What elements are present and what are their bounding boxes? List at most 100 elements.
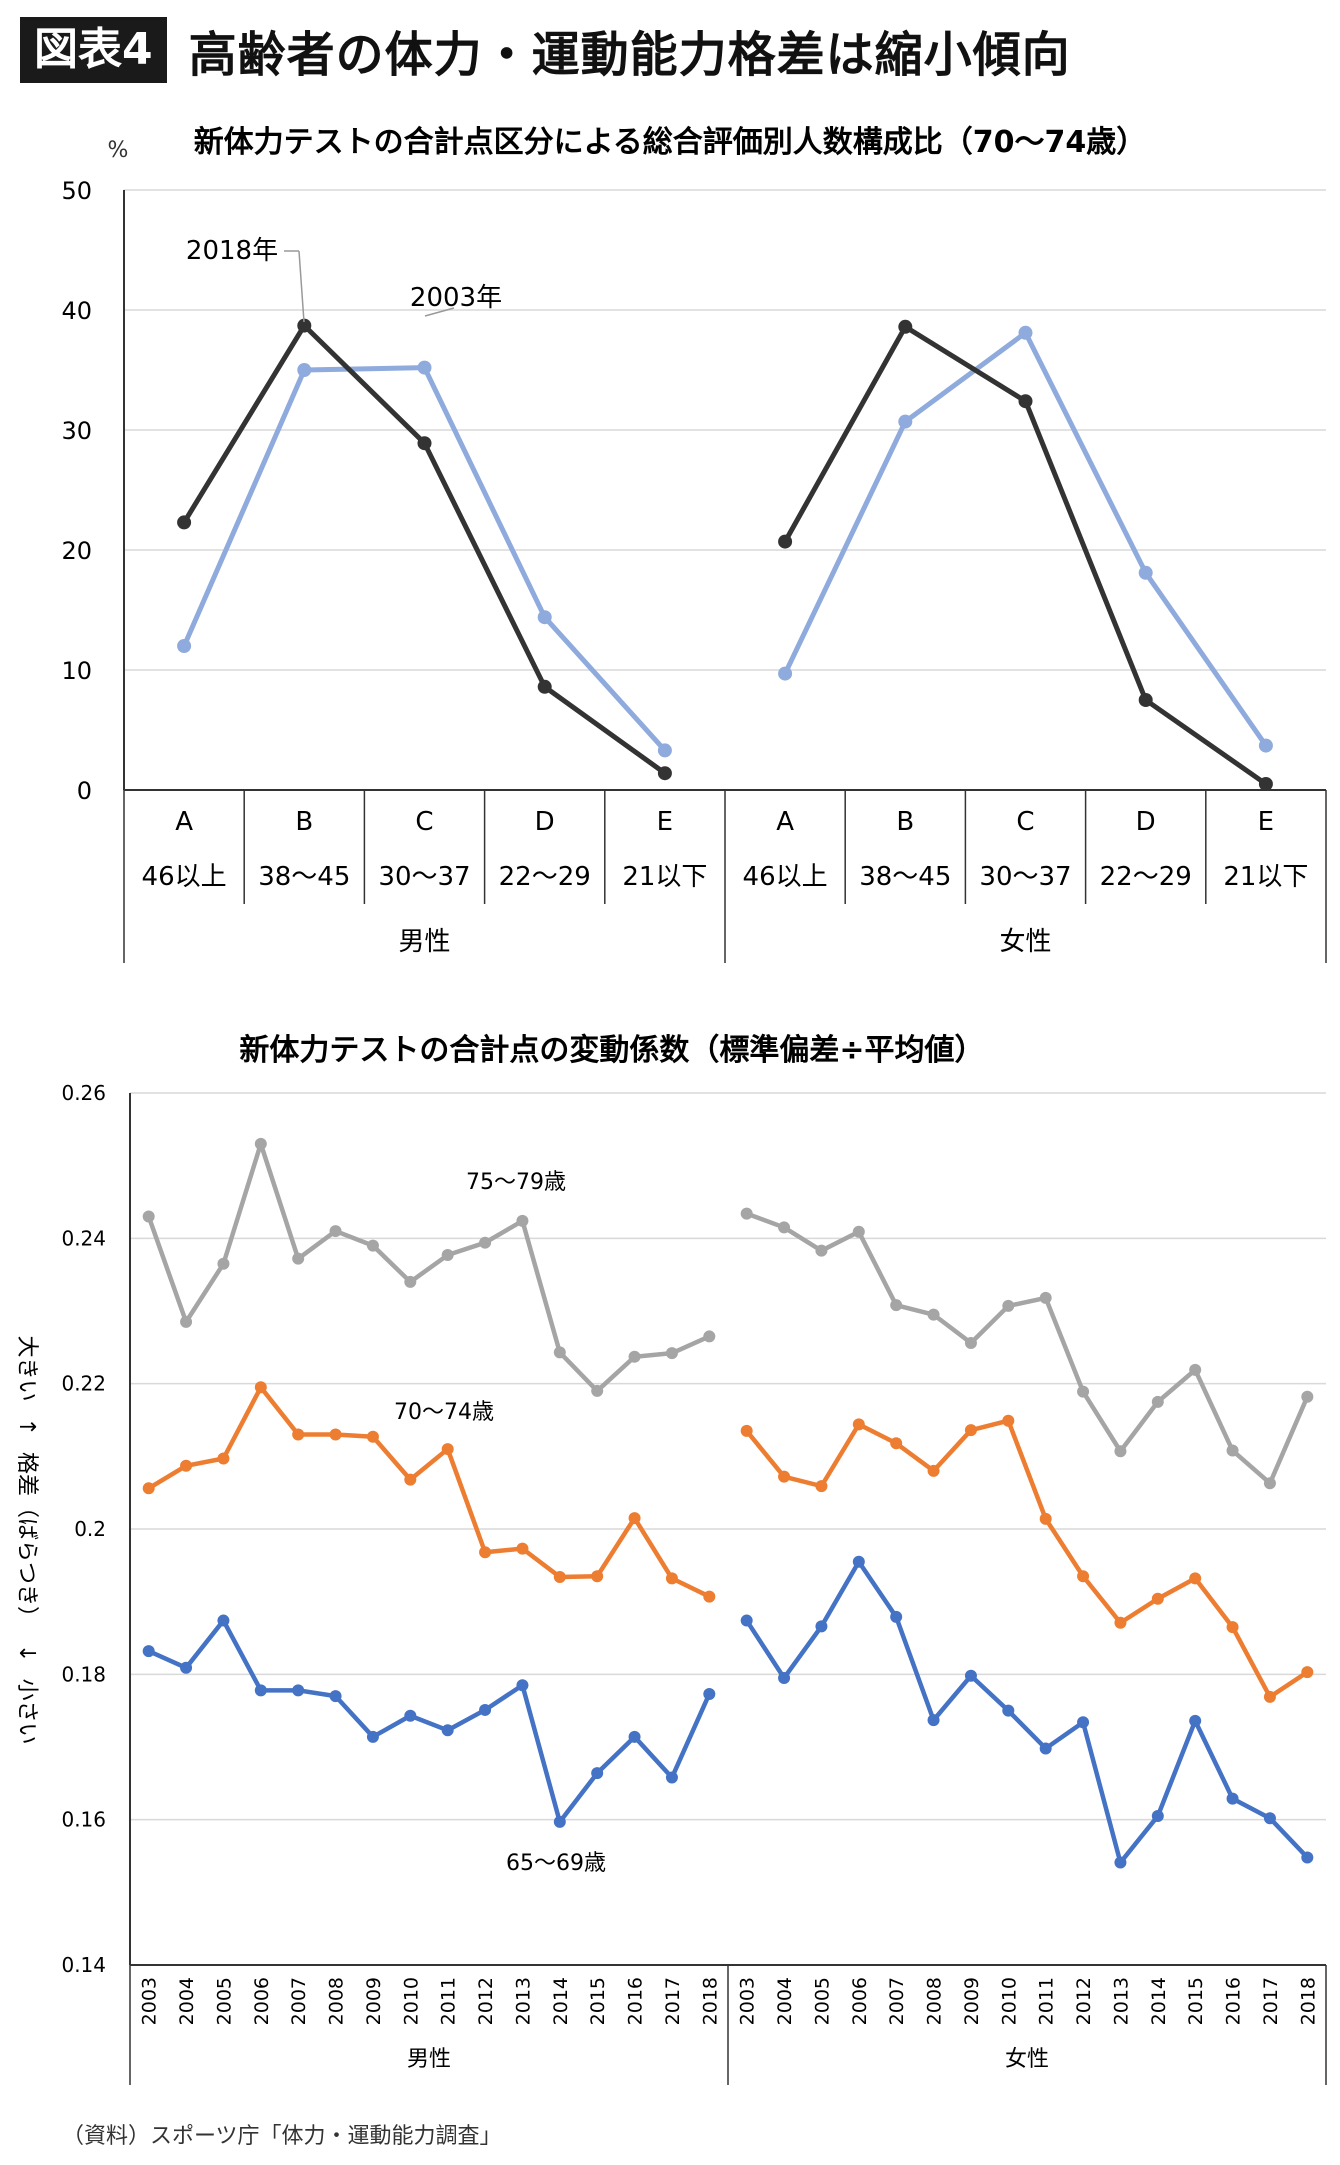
chart2-point-75〜79歳 [254,1137,267,1150]
chart2-year-tick-2007: 2007 [288,1977,310,2025]
figure-title: 高齢者の体力・運動能力格差は縮小傾向 [188,27,1071,83]
chart2-point-70〜74歳 [1039,1512,1052,1525]
chart2-year-tick-2012: 2012 [1073,1977,1095,2025]
chart2-point-75〜79歳 [703,1330,716,1343]
chart2-point-75〜79歳 [1077,1385,1090,1398]
chart2-point-70〜74歳 [852,1418,865,1431]
chart1-category-D: D [1136,807,1156,837]
chart2-point-70〜74歳 [1151,1592,1164,1605]
chart2-point-70〜74歳 [1301,1666,1314,1679]
chart1-point-2003年 [1018,325,1033,340]
source-note: （資料）スポーツ庁「体力・運動能力調査」 [62,2124,502,2149]
chart1-category-D: D [535,807,555,837]
chart2-y-tick-0.22: 0.22 [61,1372,106,1396]
chart2-year-tick-2004: 2004 [176,1977,198,2025]
chart1-category-range: 30〜37 [378,862,470,892]
chart2-point-75〜79歳 [180,1315,193,1328]
chart2-point-75〜79歳 [292,1252,305,1265]
chart1-category-range: 38〜45 [859,862,951,892]
chart1-point-2003年 [898,414,913,429]
chart2-point-75〜79歳 [927,1308,940,1321]
chart2-year-tick-2016: 2016 [625,1977,647,2025]
chart2-year-tick-2015: 2015 [587,1977,609,2025]
chart2-point-75〜79歳 [852,1225,865,1238]
chart2-year-tick-2014: 2014 [1148,1977,1170,2025]
chart2-year-tick-2007: 2007 [886,1977,908,2025]
chart2-point-75〜79歳 [890,1299,903,1312]
chart2-point-65〜69歳 [740,1614,753,1627]
chart2-point-70〜74歳 [217,1452,230,1465]
chart2-y-tick-0.24: 0.24 [61,1226,106,1250]
chart2-year-tick-2006: 2006 [849,1977,871,2025]
chart1-panel-label-0: 男性 [398,927,450,957]
chart2-y-tick-0.26: 0.26 [61,1081,106,1105]
chart2-point-70〜74歳 [180,1459,193,1472]
series-label-65-69: 65〜69歳 [506,1851,606,1876]
chart2-point-70〜74歳 [778,1470,791,1483]
chart2-point-65〜69歳 [366,1730,379,1743]
chart2-point-70〜74歳 [1263,1690,1276,1703]
chart1-series-line-2003年 [181,365,667,753]
chart2-point-65〜69歳 [254,1684,267,1697]
chart2-y-tick-0.14: 0.14 [61,1953,106,1977]
chart2-point-65〜69歳 [441,1724,454,1737]
series-label-75-79: 75〜79歳 [466,1170,566,1195]
chart1-category-range: 22〜29 [499,862,591,892]
chart1-category-range: 46以上 [142,862,227,892]
chart2-point-70〜74歳 [815,1480,828,1493]
chart2-point-75〜79歳 [964,1336,977,1349]
chart2-point-65〜69歳 [479,1703,492,1716]
chart2-point-75〜79歳 [1002,1299,1015,1312]
chart2-point-75〜79歳 [553,1346,566,1359]
chart1-point-2003年 [417,360,432,375]
chart1-point-2018年 [657,766,672,781]
chart2-point-65〜69歳 [852,1555,865,1568]
chart2-year-tick-2013: 2013 [1110,1977,1132,2025]
chart2-panel-label-0: 男性 [407,2047,451,2072]
chart2-point-70〜74歳 [404,1473,417,1486]
chart2-point-70〜74歳 [1226,1621,1239,1634]
chart2-point-65〜69歳 [665,1771,678,1784]
chart1-point-2003年 [1138,565,1153,580]
chart2-point-65〜69歳 [1301,1851,1314,1864]
chart1-category-E: E [1258,807,1274,837]
chart2-point-70〜74歳 [553,1570,566,1583]
chart2-year-tick-2009: 2009 [961,1977,983,2025]
chart2-point-65〜69歳 [1226,1792,1239,1805]
chart2-y-axis: 0.14 0.16 0.18 0.2 0.22 0.24 0.26 [61,1081,106,1977]
chart2-year-tick-2011: 2011 [1036,1977,1058,2025]
chart2-point-75〜79歳 [665,1347,678,1360]
chart2-year-tick-2018: 2018 [699,1977,721,2025]
chart2-point-65〜69歳 [703,1687,716,1700]
chart2-point-65〜69歳 [778,1671,791,1684]
chart2-point-70〜74歳 [665,1572,678,1585]
chart2-year-tick-2004: 2004 [774,1977,796,2025]
chart2-point-65〜69歳 [1002,1704,1015,1717]
chart2-point-75〜79歳 [366,1239,379,1252]
chart2-point-70〜74歳 [254,1381,267,1394]
chart1-point-2003年 [778,666,793,681]
chart1-y-tick-10: 10 [61,657,92,685]
chart2-year-tick-2010: 2010 [998,1977,1020,2025]
chart2-point-75〜79歳 [815,1244,828,1257]
chart1-category-range: 22〜29 [1100,862,1192,892]
label-2003-leader [424,307,455,317]
chart2-point-65〜69歳 [927,1714,940,1727]
chart1-point-2018年 [898,319,913,334]
chart2-point-75〜79歳 [1189,1363,1202,1376]
chart1-category-A: A [776,807,794,837]
chart2-point-65〜69歳 [404,1709,417,1722]
chart2-point-75〜79歳 [1039,1291,1052,1304]
chart1-category-range: 21以下 [1223,862,1308,892]
chart2-point-75〜79歳 [404,1275,417,1288]
chart1-category-range: 30〜37 [979,862,1071,892]
chart2-point-65〜69歳 [628,1730,641,1743]
chart2-y-axis-text: 大きい ↑ 格差（ばらつき） ↓ 小さい [14,1336,39,1745]
chart2-year-tick-2008: 2008 [326,1977,348,2025]
chart2-point-70〜74歳 [927,1464,940,1477]
chart1-point-2003年 [657,743,672,758]
chart2-point-65〜69歳 [591,1767,604,1780]
chart2-point-70〜74歳 [740,1424,753,1437]
